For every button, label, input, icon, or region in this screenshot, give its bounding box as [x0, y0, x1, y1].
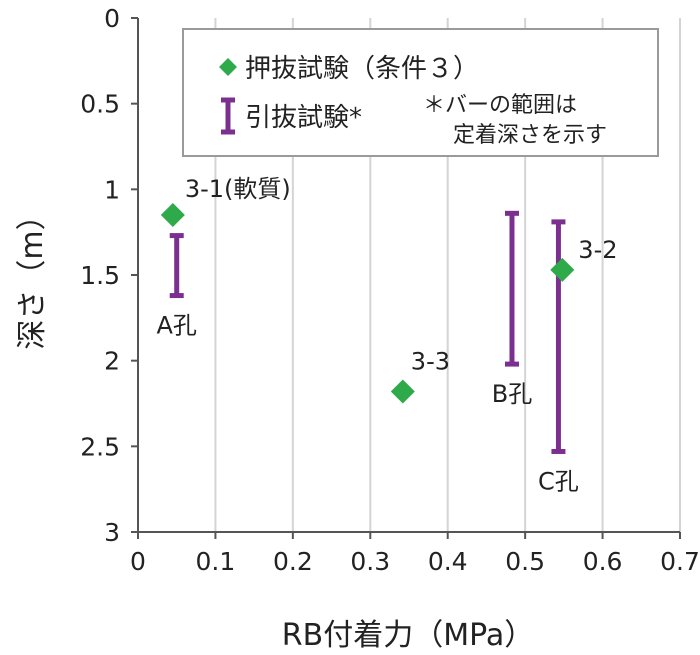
pullout-range-bars [169, 210, 566, 454]
range-bar-label: A孔 [157, 312, 197, 340]
x-tick-label: 0.7 [660, 547, 700, 576]
pushout-points [160, 203, 575, 404]
legend-diamond-icon [219, 58, 237, 76]
y-tick-label: 2.5 [80, 432, 120, 461]
data-point [390, 379, 415, 404]
x-tick-label: 0.1 [196, 547, 236, 576]
tick-labels: 0 0.1 0.2 0.3 0.4 0.5 0.6 0.7 0 0.5 1 1.5 2 2.5 3 [80, 4, 700, 576]
data-point [160, 203, 185, 228]
y-tick-label: 2 [104, 347, 120, 376]
data-point-label: 3-2 [578, 236, 617, 264]
y-tick-label: 0.5 [80, 90, 120, 119]
data-point [550, 257, 575, 282]
x-tick-label: 0.2 [273, 547, 313, 576]
y-tick-label: 0 [104, 4, 120, 33]
x-tick-label: 0 [130, 547, 146, 576]
axes [131, 17, 681, 539]
legend-box [182, 28, 659, 157]
range-bar-label: C孔 [538, 467, 579, 495]
data-point-label: 3-1(軟質) [185, 175, 291, 203]
legend-note-line-2: 定着深さを示す [453, 123, 607, 148]
range-bar [169, 233, 184, 299]
x-tick-label: 0.3 [350, 547, 390, 576]
x-tick-label: 0.5 [505, 547, 545, 576]
y-tick-label: 1.5 [80, 261, 120, 290]
range-bar [504, 210, 519, 367]
data-point-label: 3-3 [411, 348, 450, 376]
point-labels: A孔 B孔 C孔 3-1(軟質) 3-2 3-3 [157, 175, 618, 495]
y-tick-label: 1 [104, 175, 120, 204]
legend-note-line-1: ＊バーの範囲は [423, 93, 577, 118]
y-axis-title: 深さ（m） [15, 200, 50, 349]
legend-label-pushout: 押抜試験（条件３） [245, 54, 479, 84]
legend-range-bar-icon [221, 97, 235, 135]
legend: 押抜試験（条件３） 引抜試験* ＊バーの範囲は 定着深さを示す [182, 28, 659, 157]
x-tick-label: 0.6 [583, 547, 623, 576]
x-axis-title: RB付着力（MPa） [282, 618, 534, 653]
x-tick-label: 0.4 [428, 547, 468, 576]
y-tick-label: 3 [104, 518, 120, 547]
range-bar [551, 219, 566, 454]
legend-label-pullout: 引抜試験* [245, 103, 362, 133]
range-bar-label: B孔 [492, 380, 532, 408]
